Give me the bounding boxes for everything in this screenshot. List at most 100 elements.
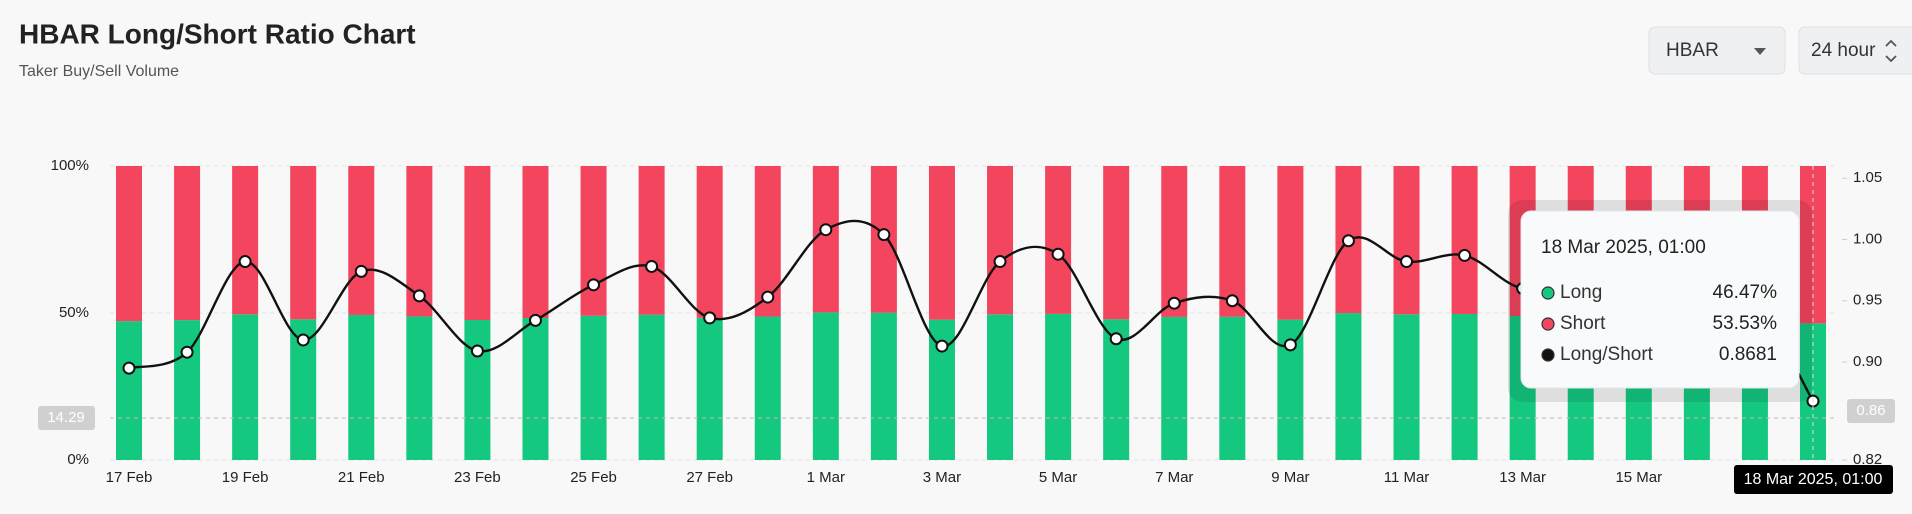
ratio-point [993,255,1007,269]
short-bar [987,166,1014,315]
short-bar [290,166,317,320]
spinner-icon [1885,39,1897,63]
long-bar [1451,313,1478,460]
ratio-point [1458,248,1472,262]
ratio-point [819,223,833,237]
crosshair-y2-label: 0.86 [1856,402,1885,419]
y-tick-label: 0% [67,451,89,468]
short-bar [1451,166,1478,314]
x-tick-label: 21 Feb [338,469,385,486]
ratio-point [1225,294,1239,308]
x-tick-label: 1 Mar [807,469,845,486]
long-bar [1335,313,1362,460]
ratio-point [1167,296,1181,310]
x-tick-label: 23 Feb [454,469,501,486]
tooltip-swatch [1541,317,1555,331]
symbol-value: HBAR [1666,40,1719,61]
long-bar [1045,313,1072,460]
short-bar [348,166,375,315]
short-bar [1277,166,1304,320]
tooltip-name: Short [1560,313,1606,334]
ratio-point [412,289,426,303]
long-bar [987,314,1014,460]
ratio-point [180,345,194,359]
ratio-line [128,219,1815,402]
crosshair-y2-box [1847,399,1895,423]
short-bar [928,166,955,320]
crosshair-x-box [1734,465,1893,494]
x-tick-label: 7 Mar [1155,469,1193,486]
y-tick-label: 100% [51,157,89,174]
ratio-point [296,333,310,347]
crosshair-y-label: 14.29 [47,409,85,426]
ratio-point [587,278,601,292]
short-bar [1393,166,1420,315]
y2-tick-label: 1.05 [1853,169,1882,186]
long-bar [696,317,723,460]
ratio-point [1109,332,1123,346]
short-bar [696,166,723,318]
long-bar [1161,316,1188,460]
ratio-point [645,259,659,273]
short-bar [232,166,259,315]
x-tick-label: 25 Feb [570,469,617,486]
ratio-point [703,311,717,325]
x-tick-label: 15 Mar [1615,469,1662,486]
short-bar [1103,166,1130,320]
dropdown-icon [1754,48,1766,55]
long-bar [174,320,201,460]
symbol-select[interactable] [1648,26,1786,75]
ratio-point [877,228,891,242]
x-tick-label: 27 Feb [686,469,733,486]
long-bar [870,312,897,460]
tooltip-title: 18 Mar 2025, 01:00 [1541,237,1706,258]
ratio-point [528,313,542,327]
short-bar [1161,166,1188,317]
short-bar [812,166,839,313]
ratio-point [354,264,368,278]
interval-value: 24 hour [1811,40,1876,61]
tooltip-name: Long/Short [1560,344,1654,365]
long-bar [406,316,433,460]
x-tick-label: 17 Feb [106,469,153,486]
interval-select[interactable] [1798,26,1912,75]
x-tick-label: 19 Feb [222,469,269,486]
long-bar [348,314,375,460]
long-bar [1393,314,1420,460]
short-bar [638,166,665,315]
y2-tick-label: 0.95 [1853,292,1882,309]
short-bar [464,166,491,320]
tooltip-swatch [1541,348,1555,362]
x-tick-label: 13 Mar [1499,469,1546,486]
x-tick-label: 9 Mar [1271,469,1309,486]
long-bar [580,315,607,460]
long-bar [638,314,665,460]
long-bar [754,316,781,460]
crosshair-y-box [38,405,95,430]
long-bar [464,319,491,460]
short-bar [580,166,607,316]
chart-subtitle: Taker Buy/Sell Volume [19,63,179,80]
tooltip-swatch [1541,286,1555,300]
tooltip [1520,210,1800,389]
ratio-point [238,255,252,269]
ratio-point [470,344,484,358]
ratio-point [761,290,775,304]
tooltip-value: 0.8681 [1719,344,1777,365]
tooltip-value: 53.53% [1713,313,1778,334]
y2-tick-label: 1.00 [1853,230,1882,247]
chart-title: HBAR Long/Short Ratio Chart [19,18,416,49]
x-tick-label: 5 Mar [1039,469,1077,486]
crosshair-x-label: 18 Mar 2025, 01:00 [1744,471,1883,488]
y2-tick-label: 0.90 [1853,353,1882,370]
tooltip-value: 46.47% [1713,282,1778,303]
ratio-point [1400,255,1414,269]
long-bar [232,314,259,460]
ratio-point [122,361,136,375]
ratio-point [935,339,949,353]
x-tick-label: 11 Mar [1384,469,1430,486]
short-bar [522,166,549,319]
tooltip-name: Long [1560,282,1602,303]
overlay: 14.29 0.86 18 Mar 2025, 01:00 18 Mar 2025, … [38,166,1895,494]
